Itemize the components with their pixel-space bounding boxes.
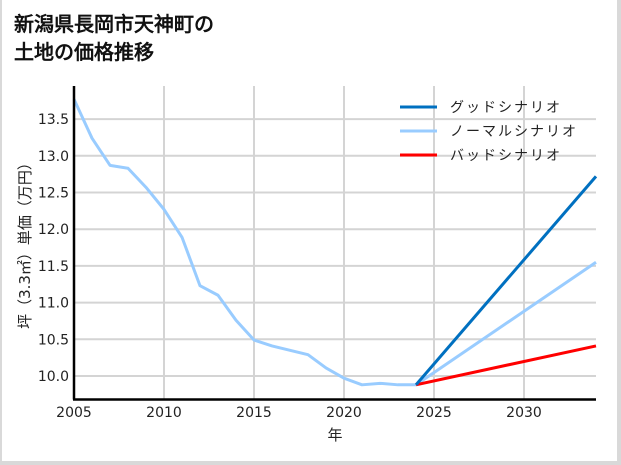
chart-title-line1: 新潟県長岡市天神町の (14, 12, 214, 36)
legend-label: ノーマルシナリオ (450, 124, 578, 140)
legend-label: バッドシナリオ (450, 148, 562, 164)
y-axis-label: 坪（3.3㎡）単価（万円） (16, 155, 34, 329)
y-tick-label: 11.5 (38, 259, 69, 275)
x-tick-label: 2025 (416, 405, 452, 421)
y-tick-label: 11.0 (38, 296, 69, 312)
y-tick-label: 12.0 (38, 222, 69, 238)
x-tick-label: 2010 (146, 405, 182, 421)
x-tick-label: 2015 (236, 405, 272, 421)
y-tick-label: 10.0 (38, 369, 69, 385)
x-tick-labels: 2005 2010 2015 2020 2025 2030 (56, 405, 542, 421)
y-tick-label: 13.5 (38, 112, 69, 128)
gridlines (73, 86, 596, 399)
y-tick-label: 12.5 (38, 186, 69, 202)
y-tick-label: 10.5 (38, 332, 69, 348)
y-tick-label: 13.0 (38, 149, 69, 165)
y-tick-labels: 10.0 10.5 11.0 11.5 12.0 12.5 13.0 13.5 (38, 112, 69, 385)
series-line (415, 344, 597, 387)
x-tick-label: 2030 (506, 405, 542, 421)
x-tick-label: 2005 (56, 405, 92, 421)
series-line (414, 175, 598, 386)
series-line (415, 260, 597, 387)
x-axis-label: 年 (327, 426, 342, 444)
data-series (72, 98, 598, 387)
series-line (72, 98, 416, 387)
chart-title-line2: 土地の価格推移 (14, 40, 154, 64)
chart-title: 新潟県長岡市天神町の 土地の価格推移 (14, 10, 214, 66)
x-tick-label: 2020 (326, 405, 362, 421)
legend-label: グッドシナリオ (450, 100, 562, 116)
